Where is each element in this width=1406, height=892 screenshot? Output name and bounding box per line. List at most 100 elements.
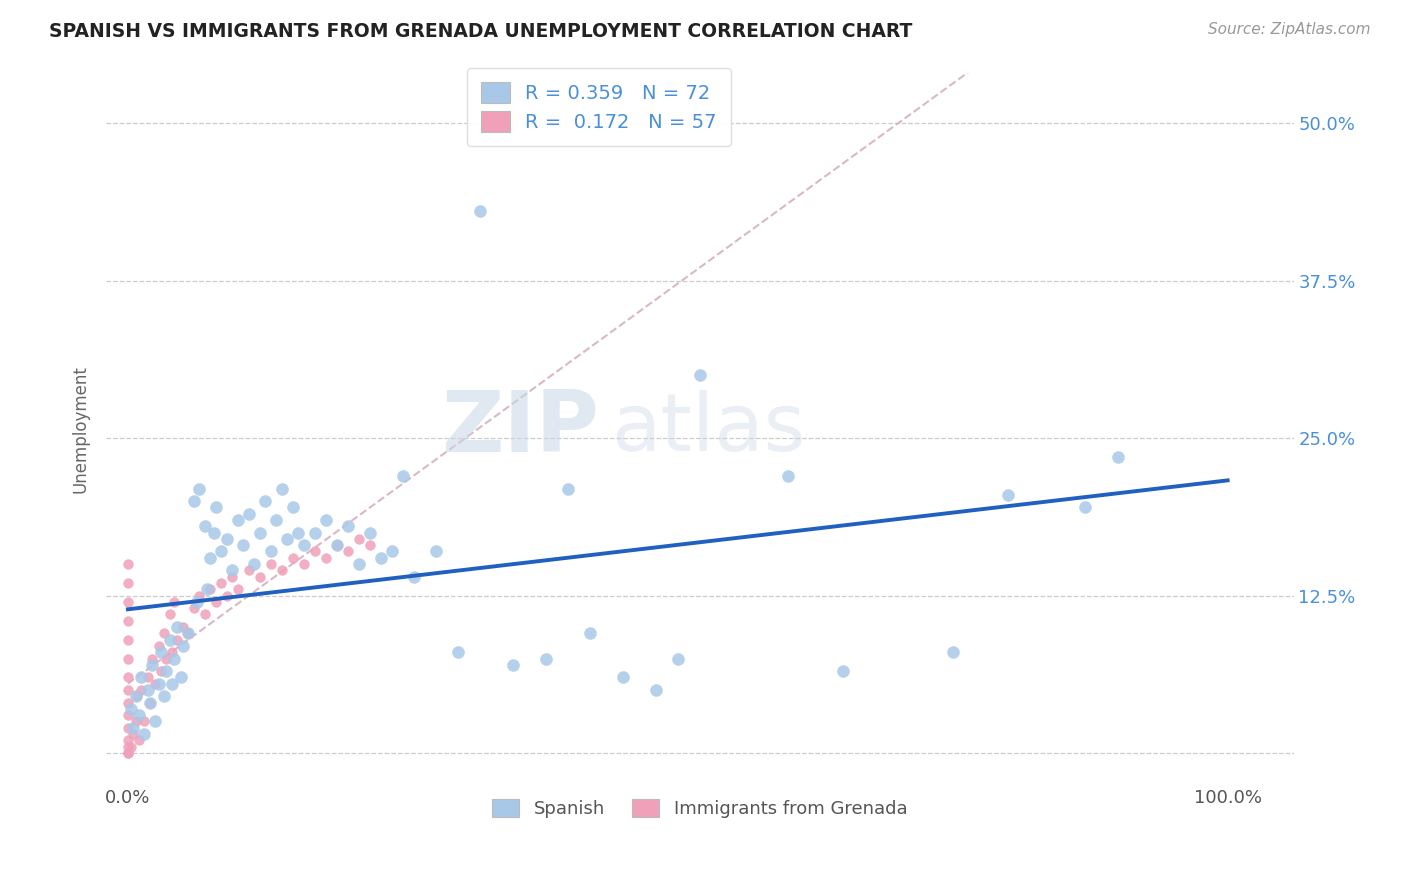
Point xyxy=(666,651,689,665)
Point xyxy=(139,696,162,710)
Point xyxy=(117,632,139,647)
Point xyxy=(215,532,238,546)
Point xyxy=(776,469,799,483)
Point xyxy=(160,676,183,690)
Point xyxy=(370,550,392,565)
Point xyxy=(997,488,1019,502)
Point xyxy=(215,589,238,603)
Point xyxy=(326,538,349,552)
Point xyxy=(260,544,283,558)
Point xyxy=(336,544,359,558)
Point xyxy=(831,664,853,678)
Point xyxy=(202,525,225,540)
Point xyxy=(232,538,254,552)
Text: Source: ZipAtlas.com: Source: ZipAtlas.com xyxy=(1208,22,1371,37)
Point xyxy=(117,696,139,710)
Point xyxy=(177,626,200,640)
Point xyxy=(644,683,666,698)
Point xyxy=(238,507,260,521)
Point xyxy=(315,550,337,565)
Point xyxy=(148,676,170,690)
Point xyxy=(205,595,228,609)
Point xyxy=(270,482,292,496)
Point xyxy=(336,519,359,533)
Point xyxy=(117,708,139,723)
Point xyxy=(188,482,211,496)
Point xyxy=(534,651,557,665)
Text: SPANISH VS IMMIGRANTS FROM GRENADA UNEMPLOYMENT CORRELATION CHART: SPANISH VS IMMIGRANTS FROM GRENADA UNEMP… xyxy=(49,22,912,41)
Point xyxy=(292,557,315,571)
Point xyxy=(148,639,170,653)
Y-axis label: Unemployment: Unemployment xyxy=(72,365,89,492)
Point xyxy=(226,513,249,527)
Point xyxy=(128,708,150,723)
Point xyxy=(287,525,309,540)
Point xyxy=(226,582,249,597)
Point xyxy=(221,569,243,583)
Point xyxy=(117,721,139,735)
Point xyxy=(304,525,326,540)
Point xyxy=(117,670,139,684)
Point xyxy=(260,557,283,571)
Point xyxy=(200,550,222,565)
Point xyxy=(281,500,304,515)
Point xyxy=(149,664,172,678)
Point xyxy=(172,639,194,653)
Point xyxy=(153,626,176,640)
Point xyxy=(249,569,271,583)
Point xyxy=(195,582,218,597)
Point xyxy=(134,727,156,741)
Point xyxy=(117,595,139,609)
Point xyxy=(117,683,139,698)
Point xyxy=(689,368,711,383)
Point xyxy=(209,576,232,591)
Point xyxy=(292,538,315,552)
Point xyxy=(125,690,148,704)
Point xyxy=(186,595,208,609)
Text: ZIP: ZIP xyxy=(441,387,599,470)
Point xyxy=(117,651,139,665)
Point xyxy=(129,683,152,698)
Point xyxy=(347,557,370,571)
Point xyxy=(170,670,193,684)
Point xyxy=(183,494,205,508)
Point xyxy=(155,651,177,665)
Point xyxy=(205,500,228,515)
Point xyxy=(166,632,188,647)
Point xyxy=(163,651,186,665)
Point xyxy=(155,664,177,678)
Point xyxy=(124,714,146,729)
Point xyxy=(128,733,150,747)
Point xyxy=(612,670,634,684)
Point xyxy=(194,519,217,533)
Point xyxy=(163,595,186,609)
Point xyxy=(145,714,167,729)
Point xyxy=(134,714,156,729)
Point xyxy=(243,557,266,571)
Point xyxy=(276,532,298,546)
Point xyxy=(326,538,349,552)
Point xyxy=(194,607,217,622)
Point xyxy=(120,739,142,754)
Point xyxy=(381,544,404,558)
Point xyxy=(117,576,139,591)
Point xyxy=(557,482,579,496)
Text: atlas: atlas xyxy=(610,390,806,467)
Point xyxy=(502,657,524,672)
Point xyxy=(188,589,211,603)
Point xyxy=(149,645,172,659)
Point xyxy=(117,746,139,760)
Point xyxy=(578,626,600,640)
Point xyxy=(124,690,146,704)
Point xyxy=(266,513,288,527)
Point xyxy=(942,645,965,659)
Point xyxy=(238,563,260,577)
Point xyxy=(120,702,142,716)
Point xyxy=(221,563,243,577)
Point xyxy=(117,739,139,754)
Point xyxy=(304,544,326,558)
Point xyxy=(172,620,194,634)
Point xyxy=(402,569,425,583)
Point xyxy=(425,544,447,558)
Point xyxy=(392,469,415,483)
